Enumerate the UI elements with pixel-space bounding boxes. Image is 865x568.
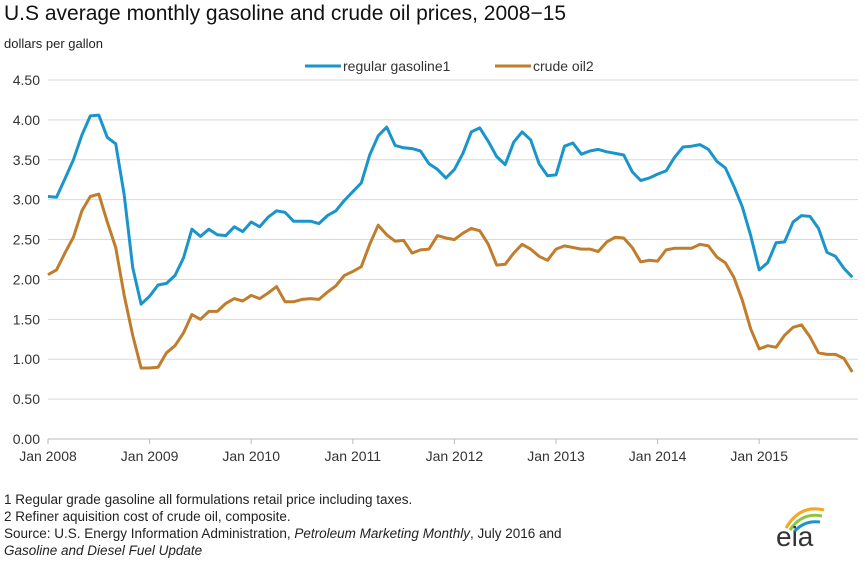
- source-publication-1: Petroleum Marketing Monthly: [294, 526, 470, 541]
- footnote-2: 2 Refiner aquisition cost of crude oil, …: [4, 509, 291, 524]
- x-tick-label: Jan 2011: [325, 448, 382, 464]
- chart-title: U.S average monthly gasoline and crude o…: [4, 2, 567, 25]
- x-tick-label: Jan 2013: [527, 448, 585, 464]
- y-tick-label: 1.50: [13, 311, 40, 327]
- y-tick-label: 3.00: [13, 192, 40, 208]
- y-tick-label: 4.50: [13, 72, 40, 88]
- svg-text:eia: eia: [776, 521, 814, 550]
- footnotes: 1 Regular grade gasoline all formulation…: [4, 491, 562, 559]
- y-tick-label: 4.00: [13, 112, 40, 128]
- x-tick-label: Jan 2014: [629, 448, 687, 464]
- y-tick-label: 3.50: [13, 152, 40, 168]
- y-tick-label: 2.50: [13, 232, 40, 248]
- y-axis-label: dollars per gallon: [4, 36, 104, 51]
- y-tick-label: 0.00: [13, 431, 40, 447]
- legend-label: regular gasoline1: [343, 58, 451, 74]
- x-tick-label: Jan 2010: [222, 448, 280, 464]
- series-line-crude-oil: [47, 192, 854, 373]
- x-tick-label: Jan 2008: [19, 448, 77, 464]
- x-tick-label: Jan 2015: [730, 448, 788, 464]
- eia-logo: eia: [772, 500, 842, 555]
- x-tick-label: Jan 2009: [121, 448, 179, 464]
- line-chart: 0.00 0.50 1.00 1.50 2.00 2.50 3.00 3.50 4.00 4.50…: [13, 58, 858, 464]
- y-tick-label: 2.00: [13, 271, 40, 287]
- y-tick-label: 1.00: [13, 351, 40, 367]
- x-tick-label: Jan 2012: [426, 448, 484, 464]
- y-tick-label: 0.50: [13, 391, 40, 407]
- legend-label: crude oil2: [533, 58, 594, 74]
- source-publication-2: Gasoline and Diesel Fuel Update: [4, 543, 203, 558]
- source-mid: , July 2016 and: [469, 526, 562, 541]
- series-line-gasoline: [47, 113, 854, 306]
- footnote-1: 1 Regular grade gasoline all formulation…: [4, 492, 413, 507]
- source-prefix: Source: U.S. Energy Information Administ…: [4, 526, 295, 541]
- source-line: Source: U.S. Energy Information Administ…: [4, 525, 562, 542]
